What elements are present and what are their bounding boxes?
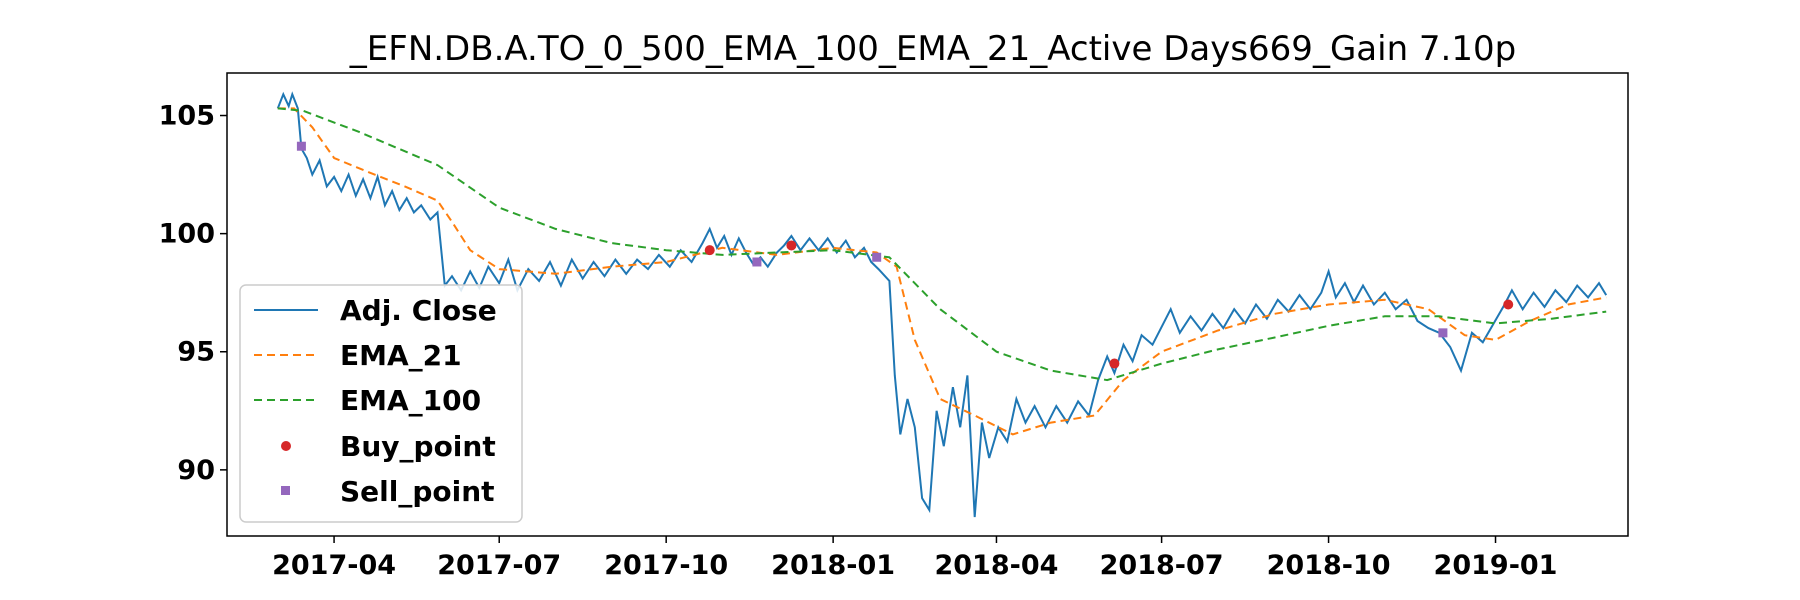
series-line-adj-close xyxy=(276,91,1608,518)
y-tick-label: 90 xyxy=(177,455,215,486)
x-tick-label: 2018-10 xyxy=(1267,550,1391,581)
x-tick-label: 2017-10 xyxy=(604,550,728,581)
legend-box xyxy=(239,284,523,523)
y-tick-label: 95 xyxy=(177,337,215,368)
legend-label-adj-close: Adj. Close xyxy=(340,294,497,327)
chart-title: _EFN.DB.A.TO_0_500_EMA_100_EMA_21_Active… xyxy=(349,29,1516,69)
legend-label-sell-point: Sell_point xyxy=(340,475,495,508)
legend-label-ema-100: EMA_100 xyxy=(340,384,481,417)
y-tick-label: 100 xyxy=(159,219,215,250)
buy-point-marker xyxy=(786,240,797,251)
x-tick-label: 2017-04 xyxy=(272,550,396,581)
y-tick-label: 105 xyxy=(159,101,215,132)
legend-label-buy-point: Buy_point xyxy=(340,430,496,463)
sell-point-marker xyxy=(296,141,306,151)
x-tick-label: 2017-07 xyxy=(437,550,561,581)
buy-point-marker xyxy=(1109,358,1120,369)
sell-point-marker xyxy=(752,257,762,267)
plot-frame xyxy=(226,72,1629,537)
series-line-ema-100 xyxy=(277,107,1607,382)
buy-point-marker xyxy=(704,245,715,256)
buy-point-marker xyxy=(1503,299,1514,310)
x-tick-label: 2018-04 xyxy=(934,550,1058,581)
series-line-ema-21 xyxy=(277,107,1607,436)
legend: Adj. Close EMA_21 EMA_100 Buy_point Sell… xyxy=(239,284,523,523)
sell-point-marker xyxy=(1438,328,1448,338)
sell-point-marker xyxy=(872,252,882,262)
x-tick-label: 2018-07 xyxy=(1100,550,1224,581)
legend-label-ema-21: EMA_21 xyxy=(340,339,462,372)
legend-marker-sell-point xyxy=(281,486,290,495)
legend-marker-buy-point xyxy=(281,441,291,451)
plot-data xyxy=(276,91,1608,518)
x-tick-label: 2018-01 xyxy=(771,550,895,581)
x-tick-label: 2019-01 xyxy=(1434,550,1558,581)
axes: 90 95 100 105 2017-04 2017-07 2017-10 2018-01 20… xyxy=(159,101,1558,581)
